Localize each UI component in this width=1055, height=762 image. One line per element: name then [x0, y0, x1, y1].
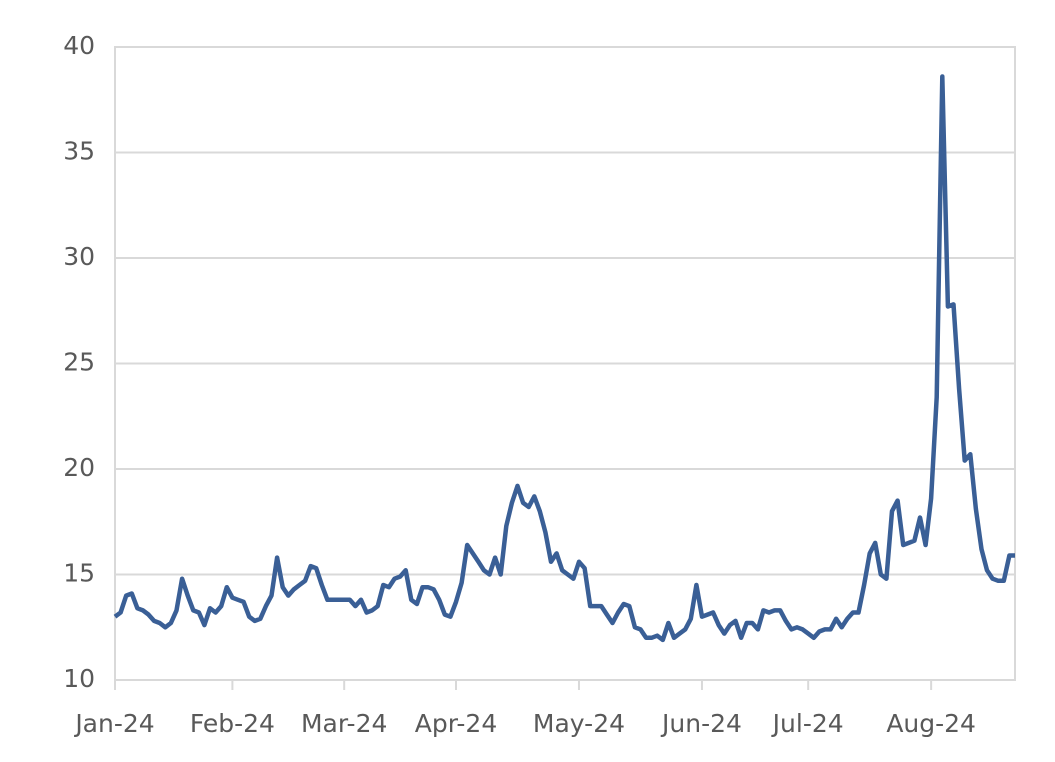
x-tick-label: Feb-24: [190, 709, 275, 738]
y-tick-label: 40: [63, 31, 95, 60]
x-tick-label: Aug-24: [886, 709, 976, 738]
y-tick-label: 25: [63, 348, 95, 377]
y-tick-label: 30: [63, 242, 95, 271]
x-tick-label: Jun-24: [660, 709, 742, 738]
x-tick-label: Apr-24: [415, 709, 497, 738]
x-tick-label: Jan-24: [73, 709, 154, 738]
x-tick-label: May-24: [533, 709, 625, 738]
y-tick-label: 20: [63, 453, 95, 482]
y-tick-label: 10: [63, 664, 95, 693]
y-tick-label: 35: [63, 137, 95, 166]
x-tick-label: Jul-24: [771, 709, 844, 738]
y-tick-label: 15: [63, 559, 95, 588]
data-line: [113, 74, 1015, 643]
x-tick-label: Mar-24: [301, 709, 387, 738]
